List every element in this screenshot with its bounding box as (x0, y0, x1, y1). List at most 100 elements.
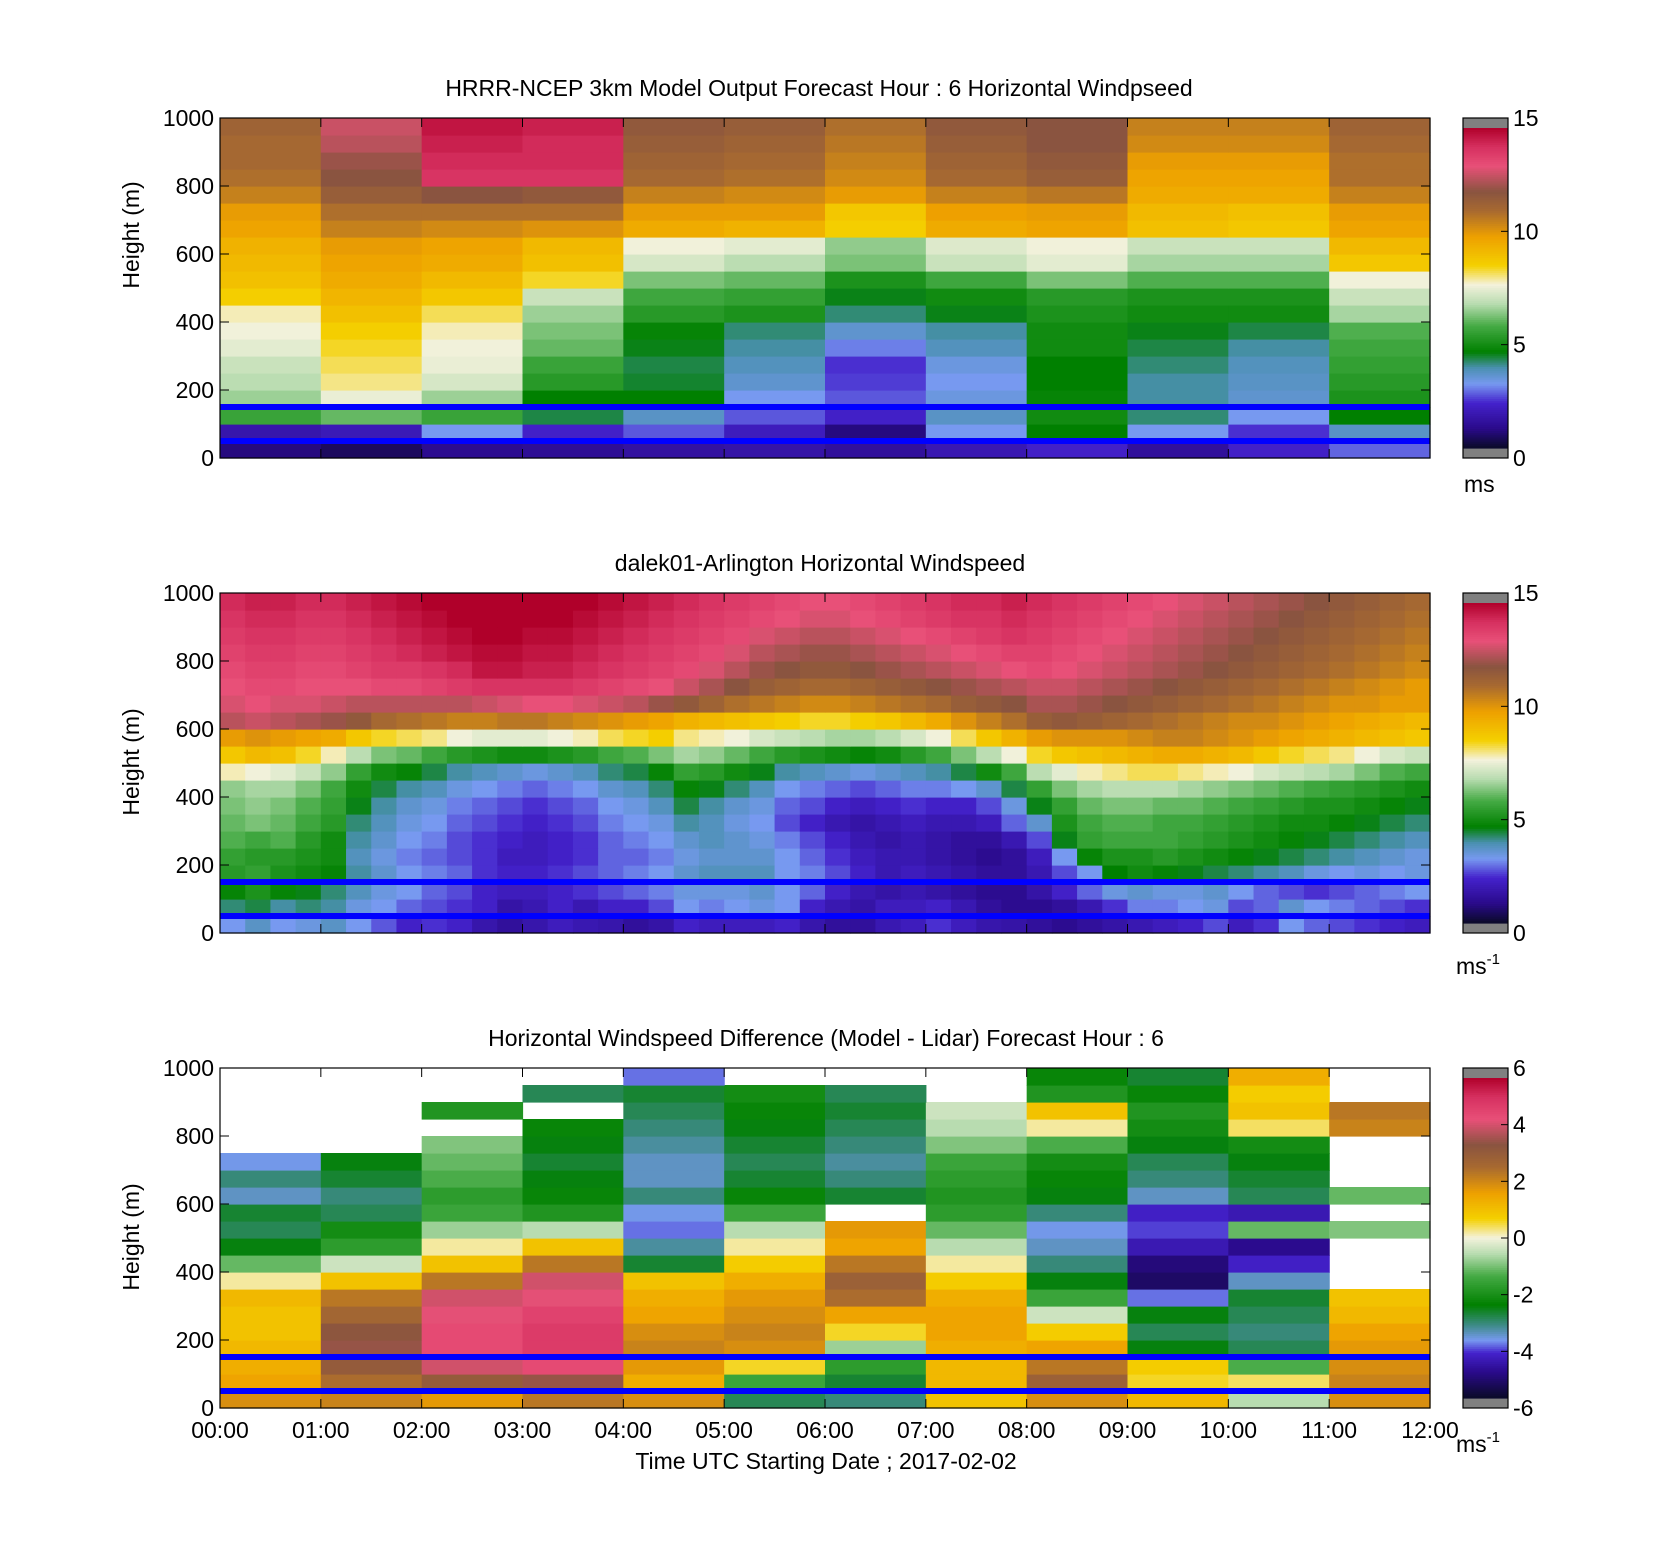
heatmap-cell (295, 695, 322, 713)
heatmap-cell (421, 1238, 524, 1256)
heatmap-cell (1329, 831, 1355, 849)
heatmap-cell (875, 644, 902, 662)
heatmap-cell (320, 1187, 423, 1205)
heatmap-cell (1152, 865, 1179, 883)
heatmap-cell (346, 729, 372, 747)
colorbar-segment (1463, 376, 1508, 379)
heatmap-cell (1127, 288, 1229, 306)
heatmap-cell (724, 1170, 826, 1188)
heatmap-cell (421, 1272, 524, 1290)
colorbar-segment (1463, 670, 1508, 674)
heatmap-cell (522, 797, 549, 815)
colorbar-segment (1463, 1179, 1508, 1183)
heatmap-cell (446, 780, 473, 798)
colorbar-segment (1463, 367, 1508, 370)
heatmap-cell (270, 712, 297, 730)
colorbar-segment (1463, 397, 1508, 400)
colorbar-segment (1463, 306, 1508, 310)
heatmap-cell (1329, 271, 1431, 289)
heatmap-cell (371, 916, 398, 934)
heatmap-cell (698, 814, 725, 832)
colorbar-segment (1463, 732, 1508, 736)
colorbar-segment (1463, 900, 1508, 903)
heatmap-cell (1127, 186, 1229, 204)
heatmap-cell (875, 899, 902, 917)
heatmap-cell (698, 916, 725, 934)
colorbar-under-cap (1463, 448, 1508, 458)
heatmap-cell (421, 814, 448, 832)
colorbar-segment (1463, 699, 1508, 702)
heatmap-cell (1102, 814, 1129, 832)
heatmap-cell (1228, 644, 1255, 662)
colorbar-segment (1463, 902, 1508, 905)
heatmap-cell (1278, 797, 1305, 815)
colorbar-segment (1463, 1367, 1508, 1371)
heatmap-cell (698, 729, 725, 747)
colorbar-tick-label: 4 (1513, 1112, 1526, 1138)
heatmap-cell (623, 271, 725, 289)
heatmap-cell (724, 373, 826, 391)
x-tick-label: 00:00 (191, 1417, 249, 1443)
heatmap-cell (749, 916, 776, 934)
colorbar-segment (1463, 1192, 1508, 1196)
heatmap-cell (1051, 593, 1078, 611)
heatmap-cell (1026, 254, 1129, 272)
heatmap-cell (1077, 610, 1103, 628)
heatmap-cell (346, 627, 372, 645)
heatmap-cell (497, 712, 524, 730)
colorbar-segment (1463, 180, 1508, 184)
heatmap-cell (320, 237, 423, 255)
heatmap-cell (1177, 729, 1204, 747)
colorbar-segment (1463, 1089, 1508, 1092)
colorbar-segment (1463, 1362, 1508, 1365)
heatmap-cell (421, 865, 448, 883)
heatmap-cell (421, 1391, 524, 1409)
heatmap-cell (673, 780, 700, 798)
colorbar-segment (1463, 896, 1508, 900)
heatmap-cell (421, 288, 524, 306)
heatmap-cell (245, 678, 272, 696)
heatmap-cell (673, 627, 700, 645)
heatmap-cell (925, 899, 952, 917)
colorbar-segment (1463, 1147, 1508, 1151)
heatmap-cell (547, 797, 574, 815)
heatmap-cell (472, 661, 498, 679)
heatmap-cell (371, 644, 398, 662)
heatmap-cell (1051, 661, 1078, 679)
heatmap-cell (522, 237, 624, 255)
heatmap-cell (245, 797, 272, 815)
heatmap-cell (951, 678, 977, 696)
heatmap-cell (220, 865, 246, 883)
colorbar-segment (1463, 269, 1508, 272)
colorbar-segment (1463, 365, 1508, 368)
heatmap-cell (648, 899, 675, 917)
colorbar-segment (1463, 1352, 1508, 1356)
heatmap-cell (825, 1238, 927, 1256)
panel-3-unit-base: ms (1456, 1431, 1487, 1457)
colorbar-segment (1463, 911, 1508, 915)
heatmap-cell (900, 678, 927, 696)
heatmap-cell (1253, 746, 1280, 764)
heatmap-cell (497, 746, 524, 764)
heatmap-cell (1077, 627, 1103, 645)
colorbar-segment (1463, 427, 1508, 430)
heatmap-cell (1253, 916, 1280, 934)
colorbar-segment (1463, 659, 1508, 662)
heatmap-cell (1127, 593, 1154, 611)
y-tick-label: 600 (176, 241, 214, 267)
heatmap-cell (220, 254, 322, 272)
heatmap-cell (320, 1272, 423, 1290)
heatmap-cell (1278, 814, 1305, 832)
heatmap-cell (1278, 831, 1305, 849)
heatmap-cell (1127, 729, 1154, 747)
heatmap-cell (673, 695, 700, 713)
colorbar-segment (1463, 802, 1508, 806)
heatmap-cell (421, 1340, 524, 1358)
colorbar-segment (1463, 329, 1508, 332)
heatmap-cell (825, 1374, 927, 1392)
heatmap-cell (724, 763, 750, 781)
heatmap-cell (976, 746, 1003, 764)
colorbar-segment (1463, 736, 1508, 740)
colorbar-segment (1463, 1343, 1508, 1346)
heatmap-cell (1404, 712, 1431, 730)
